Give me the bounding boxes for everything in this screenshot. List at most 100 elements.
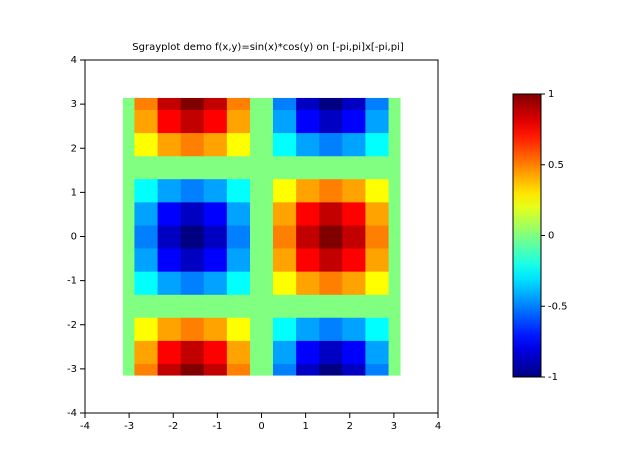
- heat-cell: [365, 109, 390, 134]
- heat-cell: [122, 201, 135, 226]
- heat-cell: [365, 97, 390, 110]
- heat-cell: [134, 109, 159, 134]
- heat-cell: [226, 317, 251, 341]
- heat-cell: [272, 317, 297, 341]
- heat-cell: [250, 247, 274, 272]
- heat-cell: [134, 247, 159, 272]
- heat-cell: [250, 271, 274, 295]
- heat-cell: [203, 109, 228, 134]
- heat-cell: [180, 363, 205, 376]
- heat-cell: [272, 247, 297, 272]
- x-tick-label: -2: [168, 421, 178, 432]
- heat-cell: [157, 225, 182, 249]
- heat-cell: [296, 294, 320, 318]
- heat-cell: [134, 225, 159, 249]
- heat-cell: [134, 294, 159, 318]
- heat-cell: [203, 271, 228, 295]
- heat-cell: [122, 340, 135, 365]
- heat-cell: [250, 317, 274, 341]
- heat-cell: [250, 109, 274, 134]
- heat-cell: [226, 225, 251, 249]
- heat-cell: [296, 109, 320, 134]
- heat-cell: [250, 201, 274, 226]
- heat-cell: [342, 225, 366, 249]
- heat-cell: [319, 225, 343, 249]
- colorbar-tick-label: -0.5: [548, 301, 568, 312]
- x-tick-label: -4: [80, 421, 90, 432]
- x-tick-label: 3: [391, 421, 397, 432]
- heat-cell: [226, 271, 251, 295]
- heat-cell: [180, 201, 205, 226]
- heat-cell: [122, 178, 135, 203]
- heat-cell: [342, 178, 366, 203]
- heat-cell: [365, 317, 390, 341]
- heat-cell: [134, 97, 159, 110]
- heat-cell: [122, 109, 135, 134]
- heat-cell: [272, 178, 297, 203]
- heat-cell: [272, 363, 297, 376]
- heat-cell: [272, 97, 297, 110]
- heat-cell: [134, 363, 159, 376]
- colorbar-tick-label: 0: [548, 231, 554, 242]
- heat-cell: [342, 155, 366, 180]
- heat-cell: [226, 97, 251, 110]
- heat-cell: [388, 340, 401, 365]
- heat-cell: [365, 247, 390, 272]
- heat-cell: [180, 271, 205, 295]
- heat-cell: [342, 97, 366, 110]
- heat-cell: [157, 271, 182, 295]
- heat-cell: [180, 97, 205, 110]
- heat-cell: [365, 132, 390, 157]
- heat-cell: [296, 247, 320, 272]
- heat-cell: [157, 155, 182, 180]
- heat-cell: [250, 294, 274, 318]
- heat-cell: [319, 294, 343, 318]
- heat-cell: [365, 294, 390, 318]
- heat-cell: [134, 178, 159, 203]
- heat-cell: [226, 247, 251, 272]
- heat-cell: [203, 155, 228, 180]
- heat-cell: [388, 225, 401, 249]
- heat-cell: [122, 271, 135, 295]
- heat-cell: [365, 340, 390, 365]
- x-tick-label: 4: [435, 421, 441, 432]
- heat-cell: [319, 155, 343, 180]
- heat-cell: [180, 132, 205, 157]
- heat-cell: [134, 201, 159, 226]
- heat-cell: [226, 340, 251, 365]
- x-tick-label: -3: [124, 421, 134, 432]
- heat-cell: [388, 363, 401, 376]
- heat-cell: [319, 178, 343, 203]
- heat-cell: [134, 317, 159, 341]
- y-tick-label: 0: [71, 232, 77, 243]
- heat-cell: [157, 201, 182, 226]
- heat-cell: [157, 340, 182, 365]
- heat-cell: [203, 294, 228, 318]
- heat-cell: [203, 317, 228, 341]
- y-tick-label: 1: [71, 187, 77, 198]
- heat-cell: [226, 294, 251, 318]
- heat-cell: [272, 271, 297, 295]
- heat-cell: [180, 340, 205, 365]
- heat-cell: [134, 271, 159, 295]
- y-tick-label: 3: [71, 99, 77, 110]
- heat-cell: [203, 363, 228, 376]
- heat-cell: [180, 294, 205, 318]
- heat-cell: [342, 340, 366, 365]
- heat-cell: [388, 97, 401, 110]
- heat-cell: [134, 155, 159, 180]
- heat-cell: [365, 363, 390, 376]
- heat-cell: [134, 340, 159, 365]
- heat-cell: [342, 247, 366, 272]
- heat-cell: [319, 247, 343, 272]
- heat-cell: [319, 109, 343, 134]
- heat-cell: [319, 340, 343, 365]
- heat-cell: [157, 247, 182, 272]
- heat-cell: [296, 132, 320, 157]
- heat-cell: [134, 132, 159, 157]
- heat-cell: [250, 225, 274, 249]
- heat-cell: [272, 109, 297, 134]
- heat-cell: [250, 178, 274, 203]
- heat-cell: [296, 317, 320, 341]
